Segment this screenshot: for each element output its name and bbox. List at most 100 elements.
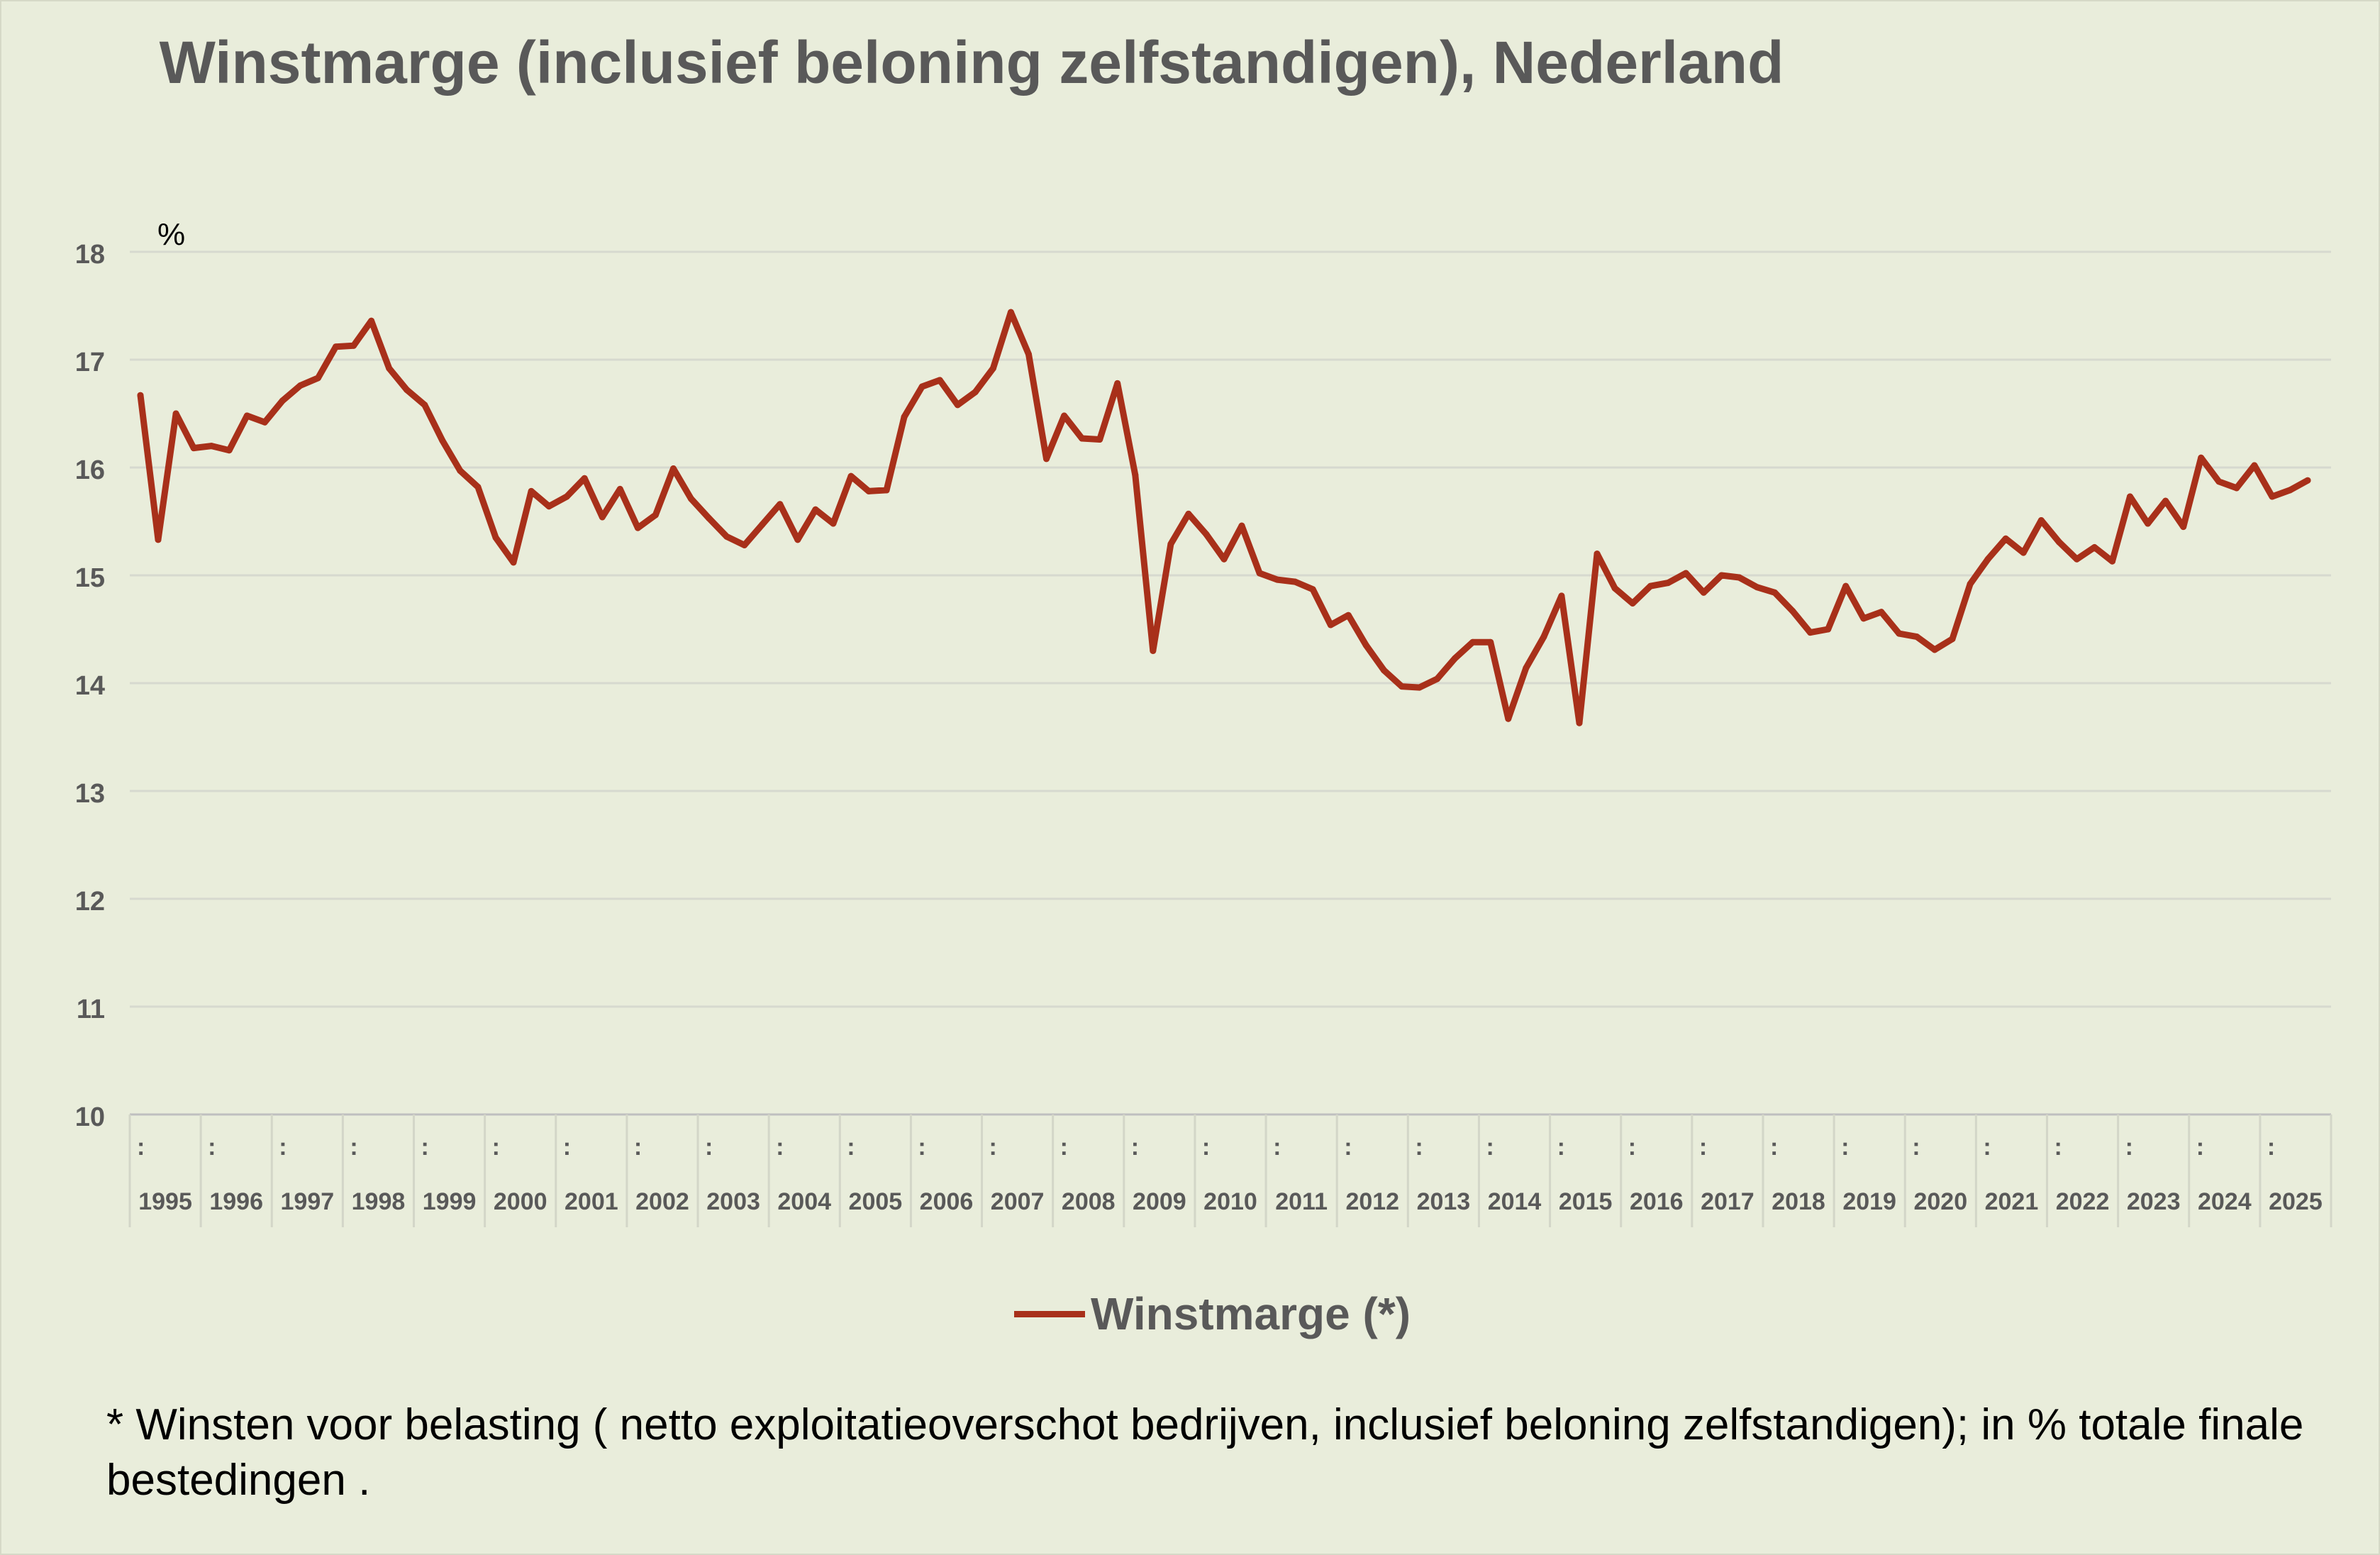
period-marker: :: [2054, 1134, 2062, 1161]
data-point: [439, 437, 446, 444]
data-point: [794, 536, 801, 543]
data-point: [243, 412, 250, 419]
data-point: [1256, 570, 1263, 577]
x-tick-label: 2017: [1701, 1188, 1755, 1215]
data-point: [368, 317, 375, 324]
data-point: [1025, 350, 1032, 358]
data-point: [1896, 630, 1903, 637]
data-point: [2251, 462, 2258, 469]
data-point: [261, 419, 268, 426]
x-tick-label: 2019: [1842, 1188, 1896, 1215]
data-point: [2091, 544, 2098, 550]
data-point: [1203, 531, 1210, 538]
data-point: [1238, 522, 1245, 529]
data-point: [1913, 633, 1920, 641]
data-point: [1220, 555, 1228, 563]
y-tick-label: 14: [75, 671, 105, 701]
data-point: [1825, 626, 1832, 633]
data-point: [1274, 576, 1281, 583]
data-point: [759, 521, 766, 529]
data-point: [474, 483, 482, 490]
data-point: [2215, 478, 2223, 485]
footnote: * Winsten voor belasting ( netto exploit…: [106, 1400, 2304, 1505]
period-marker: :: [1557, 1134, 1565, 1161]
x-tick-label: 2011: [1275, 1188, 1328, 1215]
data-point: [1594, 550, 1601, 558]
x-tick-label: 2013: [1417, 1188, 1471, 1215]
x-tick-label: 2001: [565, 1188, 618, 1215]
data-point: [1327, 621, 1334, 629]
data-point: [510, 559, 517, 566]
y-tick-label: 13: [75, 779, 105, 809]
x-tick-label: 2014: [1488, 1188, 1542, 1215]
y-tick-label: 10: [75, 1102, 105, 1132]
x-tick-label: 1997: [281, 1188, 335, 1215]
data-point: [1647, 582, 1654, 590]
data-point: [1416, 684, 1423, 691]
period-marker: :: [2267, 1134, 2275, 1161]
data-point: [279, 397, 286, 404]
data-point: [830, 520, 837, 527]
period-marker: :: [208, 1134, 216, 1161]
data-point: [2055, 538, 2062, 546]
data-point: [2037, 517, 2045, 524]
data-point: [972, 389, 979, 396]
data-point: [1132, 472, 1139, 479]
data-point: [1505, 715, 1512, 722]
period-marker: :: [1912, 1134, 1920, 1161]
data-point: [315, 375, 321, 382]
data-point: [2304, 477, 2311, 484]
legend-label: Winstmarge (*): [1091, 1288, 1411, 1339]
data-point: [1949, 636, 1956, 643]
data-point: [1664, 580, 1672, 587]
data-point: [1718, 572, 1725, 579]
x-tick-label: 2009: [1133, 1188, 1186, 1215]
data-point: [1931, 646, 1938, 653]
data-point: [1735, 574, 1742, 581]
data-point: [1434, 675, 1441, 682]
data-point: [652, 511, 659, 519]
data-point: [723, 533, 730, 540]
period-marker: :: [1770, 1134, 1778, 1161]
data-point: [1754, 584, 1760, 591]
period-marker: :: [563, 1134, 571, 1161]
legend-swatch: [1014, 1310, 1085, 1317]
x-tick-label: 2004: [777, 1188, 831, 1215]
data-point: [155, 536, 162, 543]
x-tick-label: 2025: [2269, 1188, 2323, 1215]
series-line-winstmarge: [137, 309, 2311, 726]
data-point: [634, 524, 641, 531]
data-point: [1842, 582, 1850, 590]
data-point: [1558, 592, 1565, 599]
period-marker: :: [776, 1134, 784, 1161]
period-marker: :: [492, 1134, 500, 1161]
period-marker: :: [1202, 1134, 1210, 1161]
y-axis-unit-label: %: [157, 217, 185, 252]
period-marker: :: [705, 1134, 713, 1161]
period-marker: :: [1131, 1134, 1139, 1161]
data-point: [528, 487, 535, 494]
x-tick-label: 1998: [352, 1188, 406, 1215]
data-point: [1079, 435, 1086, 442]
data-point: [2020, 549, 2027, 556]
period-marker: :: [847, 1134, 855, 1161]
data-point: [2162, 497, 2169, 504]
data-point: [1114, 380, 1121, 387]
data-point: [1807, 629, 1814, 636]
y-tick-label: 16: [75, 455, 105, 485]
period-marker: :: [1415, 1134, 1423, 1161]
legend: Winstmarge (*): [1014, 1288, 1411, 1340]
data-point: [1469, 638, 1477, 646]
data-point: [2233, 485, 2240, 492]
data-point: [1452, 655, 1459, 662]
period-marker: :: [279, 1134, 287, 1161]
period-marker: :: [1486, 1134, 1494, 1161]
data-point: [1860, 615, 1867, 622]
period-marker: :: [350, 1134, 357, 1161]
x-tick-label: 1996: [209, 1188, 263, 1215]
x-tick-label: 2003: [706, 1188, 760, 1215]
data-point: [2109, 558, 2115, 565]
data-point: [172, 410, 179, 417]
data-point: [2127, 493, 2133, 500]
